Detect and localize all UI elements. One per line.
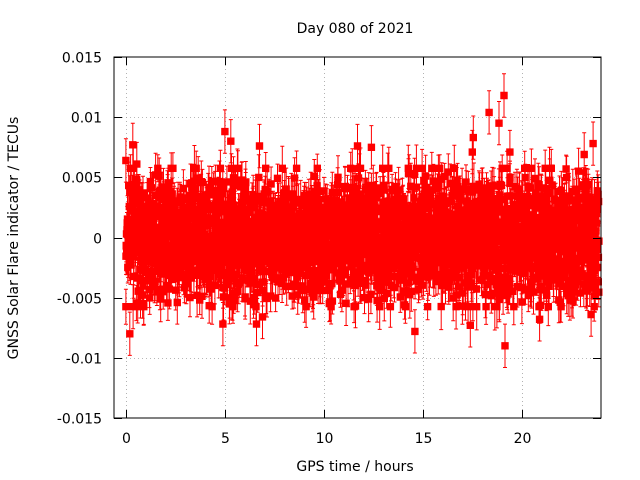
- data-point: [133, 160, 140, 168]
- data-series: [122, 73, 603, 368]
- data-point: [129, 141, 136, 148]
- x-tick-label: 0: [122, 431, 131, 447]
- data-point: [126, 330, 133, 337]
- y-tick-label: 0.01: [71, 111, 102, 127]
- y-tick-label: -0.015: [57, 412, 102, 428]
- x-tick-label: 10: [316, 431, 334, 447]
- x-tick-label: 5: [221, 431, 230, 447]
- data-point: [587, 311, 595, 318]
- data-point: [253, 320, 260, 328]
- y-axis-label: GNSS Solar Flare indicator / TECUs: [6, 117, 22, 360]
- data-point: [221, 128, 229, 135]
- data-point: [193, 292, 201, 299]
- data-point: [485, 109, 493, 116]
- data-point: [467, 322, 474, 329]
- data-point: [219, 320, 227, 328]
- data-point: [354, 142, 361, 150]
- data-point: [469, 148, 476, 156]
- data-point: [411, 328, 419, 335]
- data-point: [589, 140, 597, 147]
- data-point: [174, 299, 181, 306]
- x-tick-label: 15: [415, 431, 433, 447]
- chart-title: Day 080 of 2021: [297, 21, 414, 37]
- y-tick-label: 0: [93, 232, 102, 248]
- data-points-with-error-bars: [122, 73, 603, 368]
- data-point: [501, 342, 509, 349]
- data-point: [227, 138, 234, 145]
- y-tick-label: -0.005: [57, 292, 102, 308]
- data-point: [368, 144, 375, 151]
- data-point: [352, 302, 359, 310]
- axis-ticks: [114, 57, 601, 419]
- y-tick-label: 0.005: [62, 171, 102, 187]
- data-point: [259, 313, 266, 321]
- plot-frame: [113, 56, 602, 419]
- x-axis-label: GPS time / hours: [296, 459, 413, 475]
- y-tick-label: 0.015: [62, 51, 102, 67]
- data-point: [500, 92, 508, 99]
- data-point: [470, 134, 477, 141]
- data-point: [122, 157, 130, 164]
- x-tick-label: 20: [514, 431, 532, 447]
- data-point: [581, 151, 588, 158]
- data-point: [495, 120, 503, 127]
- data-point: [536, 316, 543, 323]
- data-point: [140, 300, 147, 307]
- data-point: [123, 249, 131, 257]
- data-point: [256, 142, 263, 150]
- data-point: [506, 148, 514, 156]
- tick-labels: -0.015 -0.01 -0.005 0 0.005 0.01 0.015 0 5 10 15 20: [57, 51, 532, 448]
- y-tick-label: -0.01: [66, 352, 102, 368]
- data-point: [152, 171, 159, 179]
